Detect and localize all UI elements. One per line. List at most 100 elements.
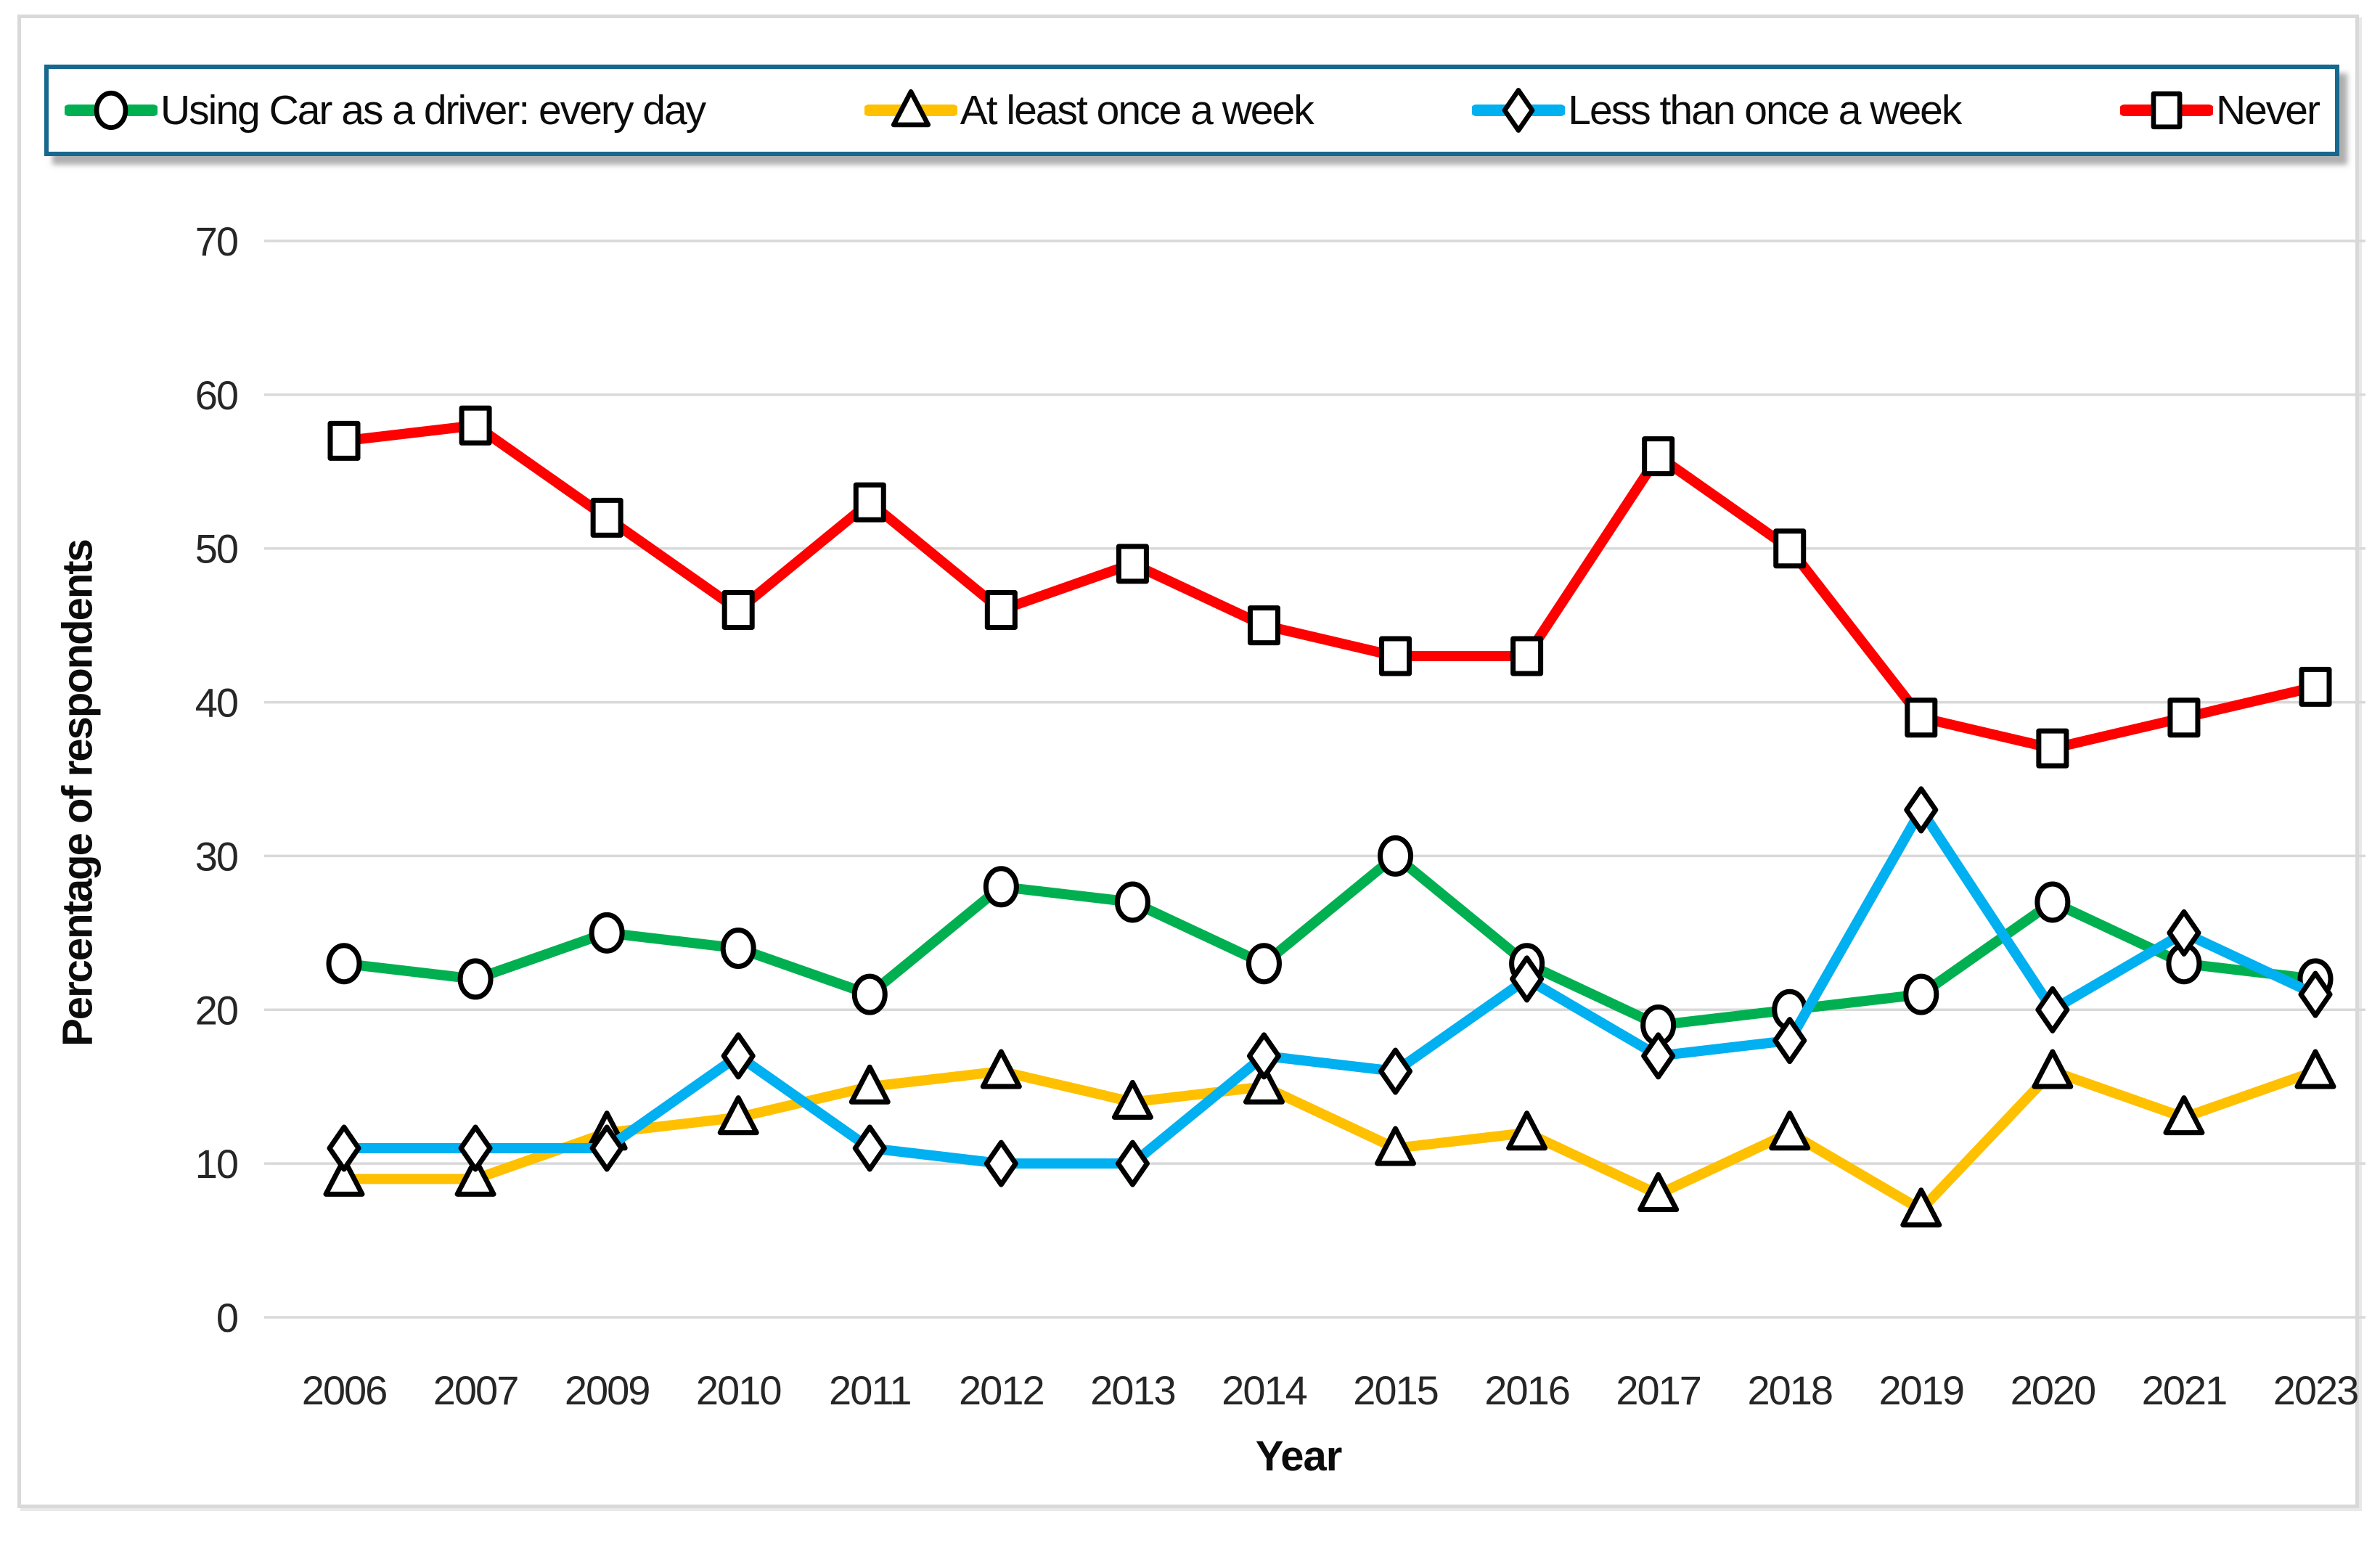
x-tick-label: 2017 xyxy=(1616,1367,1701,1413)
chart-card: Using Car as a driver: every day At least… xyxy=(17,15,2365,1508)
square-marker-icon xyxy=(1116,544,1149,584)
triangle-marker-icon xyxy=(2294,1049,2336,1089)
x-tick-label: 2023 xyxy=(2273,1367,2358,1413)
square-marker-icon xyxy=(2036,728,2069,769)
x-tick-label: 2016 xyxy=(1484,1367,1569,1413)
diamond-marker-icon xyxy=(2167,909,2201,957)
x-tick-label: 2009 xyxy=(565,1367,650,1413)
circle-marker-icon xyxy=(1903,973,1939,1015)
diamond-marker-icon xyxy=(327,1124,361,1172)
y-tick-label: 0 xyxy=(216,1295,237,1341)
circle-marker-icon xyxy=(1378,835,1414,877)
diamond-marker-icon xyxy=(589,1124,624,1172)
triangle-marker-icon xyxy=(323,1156,365,1197)
square-legend-swatch-icon xyxy=(2119,91,2213,130)
y-tick-label: 50 xyxy=(195,526,237,572)
diamond-marker-icon xyxy=(1502,88,1535,133)
square-marker-icon xyxy=(1905,697,1938,738)
circle-marker-icon xyxy=(983,866,1019,908)
x-tick-label: 2018 xyxy=(1747,1367,1832,1413)
triangle-marker-icon xyxy=(2032,1049,2074,1089)
series-line-triangle xyxy=(339,1066,2320,1215)
x-tick-label: 2015 xyxy=(1353,1367,1438,1413)
chart-legend: Using Car as a driver: every day At least… xyxy=(44,65,2339,156)
x-tick-label: 2012 xyxy=(959,1367,1044,1413)
x-tick-label: 2007 xyxy=(433,1367,518,1413)
diamond-legend-swatch-icon xyxy=(1472,88,1566,133)
triangle-marker-icon xyxy=(1506,1110,1548,1151)
x-tick-label: 2006 xyxy=(302,1367,387,1413)
diamond-marker-icon xyxy=(1378,1047,1413,1095)
x-tick-label: 2010 xyxy=(696,1367,781,1413)
square-marker-icon xyxy=(721,589,755,630)
legend-item-circle: Using Car as a driver: every day xyxy=(65,86,706,134)
diamond-marker-icon xyxy=(458,1124,493,1172)
legend-item-square: Never xyxy=(2119,86,2320,134)
legend-label: At least once a week xyxy=(960,87,1314,134)
triangle-marker-icon xyxy=(717,1095,759,1136)
square-marker-icon xyxy=(1379,636,1412,676)
diamond-marker-icon xyxy=(1641,1032,1676,1080)
triangle-marker-icon xyxy=(1111,1079,1153,1120)
y-tick-label: 60 xyxy=(195,372,237,418)
triangle-marker-icon xyxy=(1769,1110,1811,1151)
y-tick-label: 20 xyxy=(195,987,237,1033)
triangle-marker-icon xyxy=(454,1156,496,1197)
x-tick-label: 2011 xyxy=(829,1367,910,1413)
circle-marker-icon xyxy=(1114,881,1150,923)
diamond-marker-icon xyxy=(852,1124,887,1172)
legend-label: Using Car as a driver: every day xyxy=(160,87,706,134)
x-tick-label: 2014 xyxy=(1222,1367,1306,1413)
y-tick-label: 70 xyxy=(195,218,237,264)
x-axis-title: Year xyxy=(1255,1433,1343,1480)
square-marker-icon xyxy=(327,420,361,461)
triangle-marker-icon xyxy=(980,1049,1022,1089)
square-marker-icon xyxy=(590,497,623,538)
series-line-square xyxy=(339,420,2320,754)
x-tick-label: 2020 xyxy=(2011,1367,2095,1413)
square-marker-icon xyxy=(2299,666,2332,707)
square-marker-icon xyxy=(2151,91,2183,130)
diamond-marker-icon xyxy=(2035,986,2070,1034)
y-tick-label: 10 xyxy=(195,1141,237,1187)
triangle-marker-icon xyxy=(1637,1172,1680,1213)
circle-marker-icon xyxy=(589,912,625,954)
diamond-marker-icon xyxy=(721,1032,756,1080)
circle-marker-icon xyxy=(1246,943,1282,985)
triangle-marker-icon xyxy=(891,89,931,128)
triangle-marker-icon xyxy=(1243,1064,1285,1105)
circle-marker-icon xyxy=(457,958,494,1000)
y-tick-label: 40 xyxy=(195,680,237,726)
legend-item-diamond: Less than once a week xyxy=(1472,86,1962,134)
circle-marker-icon xyxy=(2035,881,2071,923)
diamond-marker-icon xyxy=(1772,1017,1807,1065)
square-marker-icon xyxy=(1247,605,1280,646)
square-marker-icon xyxy=(1773,528,1807,569)
series-line-diamond xyxy=(339,804,2320,1169)
square-marker-icon xyxy=(2167,697,2201,738)
square-marker-icon xyxy=(1642,436,1675,477)
series-line-circle xyxy=(339,851,2320,1031)
circle-marker-icon xyxy=(94,90,128,131)
triangle-marker-icon xyxy=(1375,1126,1417,1166)
legend-label: Less than once a week xyxy=(1568,87,1962,134)
x-tick-label: 2021 xyxy=(2142,1367,2227,1413)
line-chart-plot-area: 0 10 20 30 40 50 60 70 2006 2007 2009 2010 2011 2012 2… xyxy=(195,218,2365,1413)
diamond-marker-icon xyxy=(1510,955,1545,1003)
diamond-marker-icon xyxy=(984,1139,1018,1187)
diamond-marker-icon xyxy=(2298,970,2333,1018)
square-marker-icon xyxy=(984,589,1018,630)
diamond-marker-icon xyxy=(1904,786,1939,834)
circle-marker-icon xyxy=(326,943,362,985)
x-tick-label: 2019 xyxy=(1879,1367,1964,1413)
legend-label: Never xyxy=(2215,87,2320,134)
triangle-legend-swatch-icon xyxy=(864,89,957,128)
square-marker-icon xyxy=(853,482,886,523)
triangle-marker-icon xyxy=(2163,1095,2205,1136)
y-tick-label: 30 xyxy=(195,833,237,879)
circle-marker-icon xyxy=(851,973,888,1015)
triangle-marker-icon xyxy=(1900,1187,1942,1228)
x-tick-label: 2013 xyxy=(1090,1367,1175,1413)
square-marker-icon xyxy=(1510,636,1544,676)
circle-marker-icon xyxy=(720,928,756,970)
